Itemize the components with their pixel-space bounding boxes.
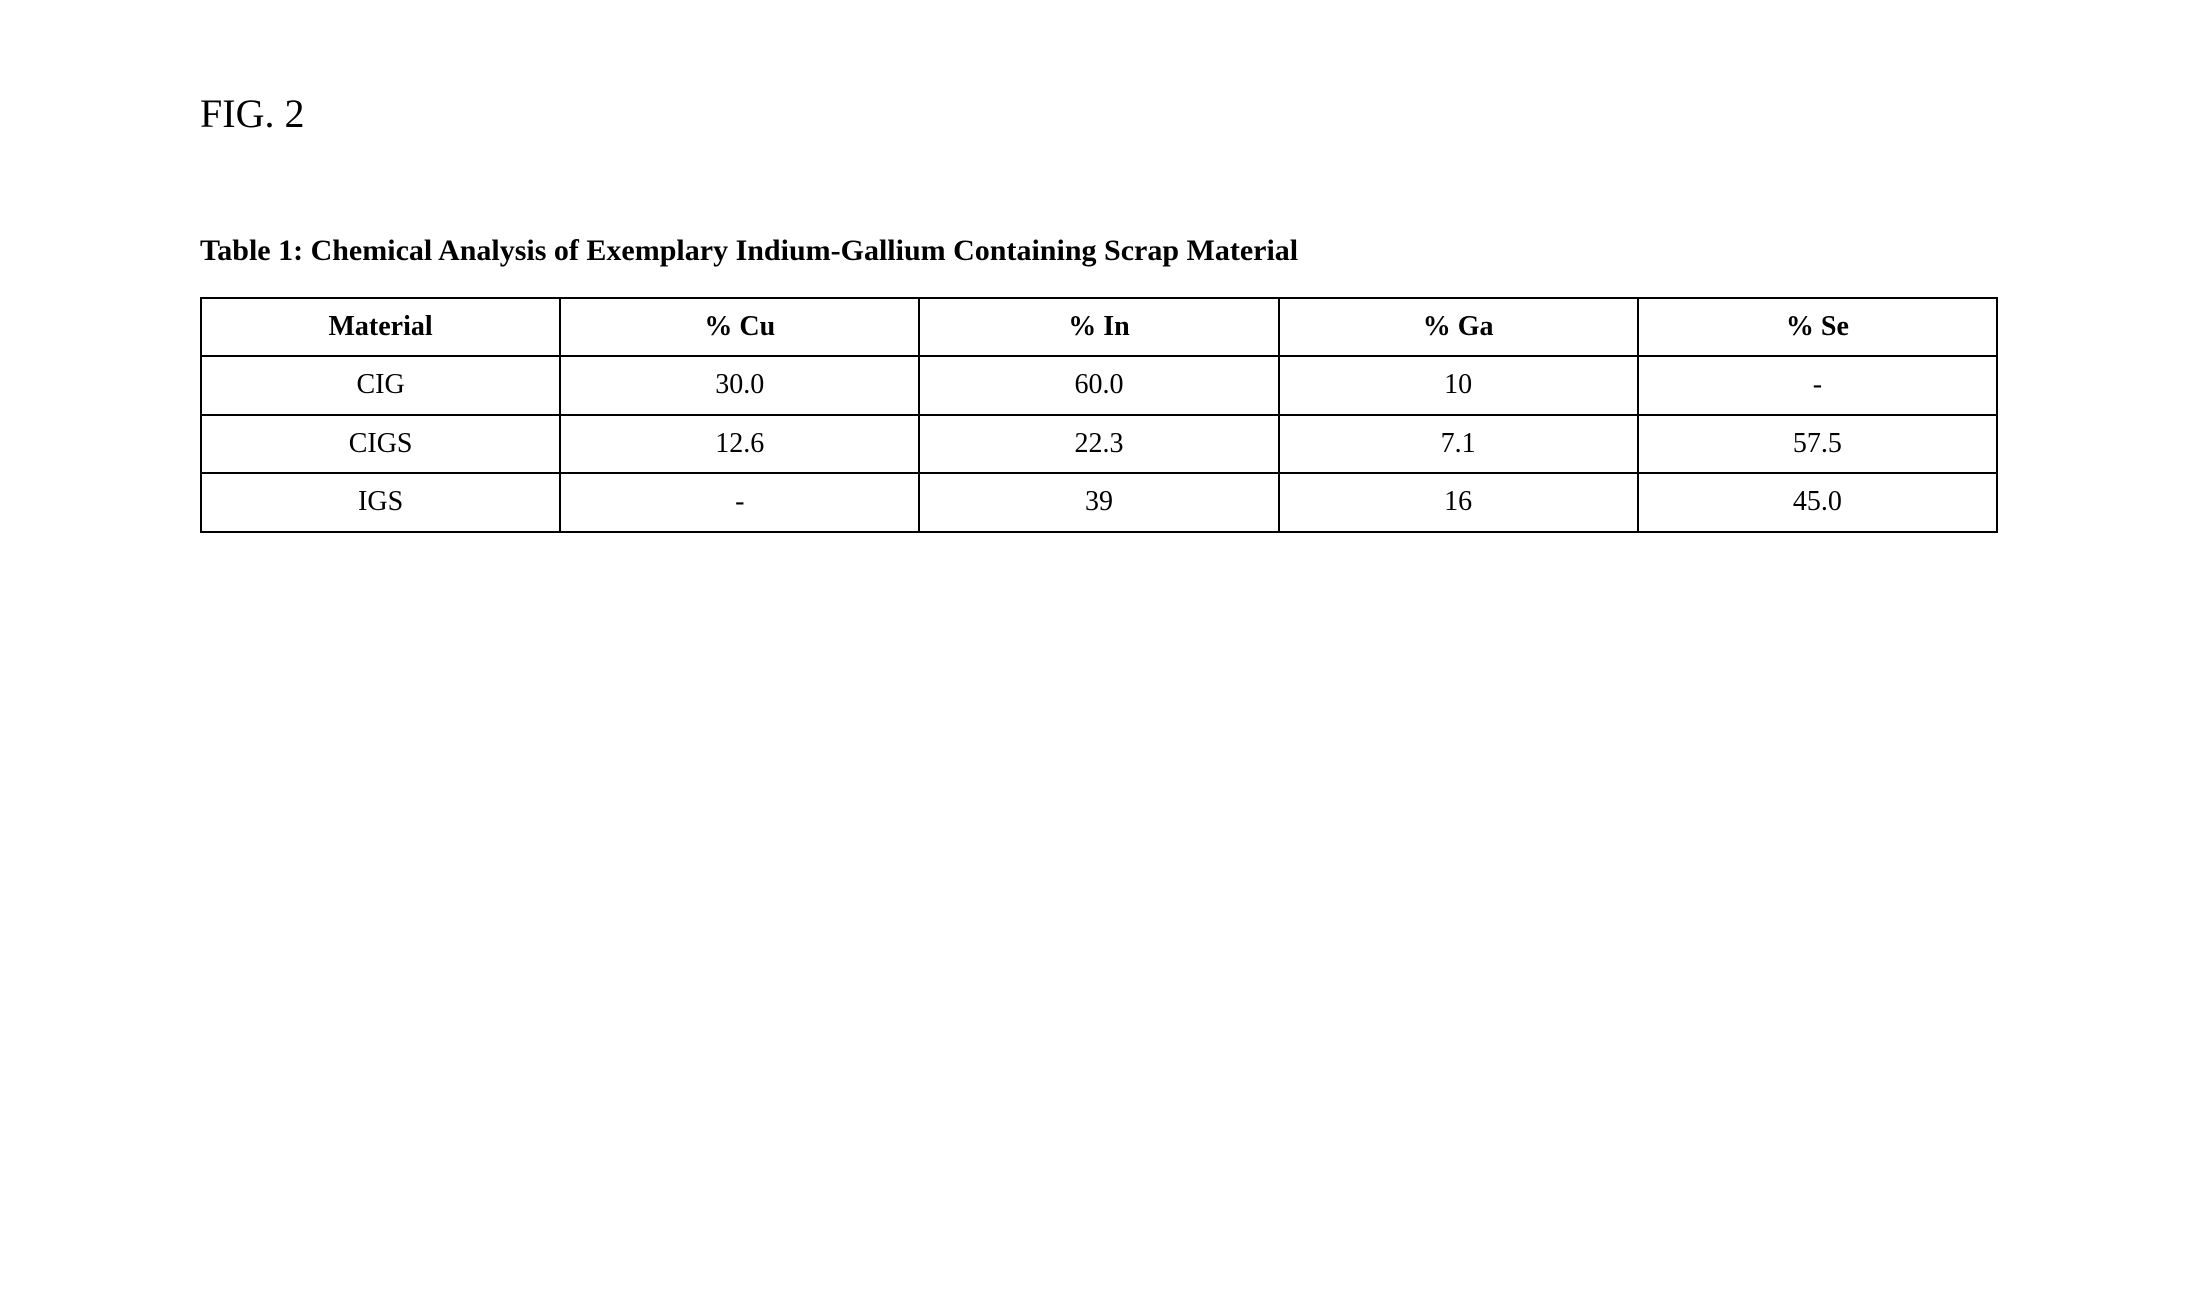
cell-se: 57.5: [1638, 415, 1997, 473]
col-header-in: % In: [919, 298, 1278, 356]
table-row: CIG 30.0 60.0 10 -: [201, 356, 1997, 414]
figure-label: FIG. 2: [200, 90, 1998, 137]
col-header-ga: % Ga: [1279, 298, 1638, 356]
cell-cu: 30.0: [560, 356, 919, 414]
cell-se: 45.0: [1638, 473, 1997, 531]
cell-ga: 16: [1279, 473, 1638, 531]
cell-ga: 10: [1279, 356, 1638, 414]
cell-material: CIG: [201, 356, 560, 414]
cell-material: CIGS: [201, 415, 560, 473]
table-row: CIGS 12.6 22.3 7.1 57.5: [201, 415, 1997, 473]
cell-in: 39: [919, 473, 1278, 531]
table-row: IGS - 39 16 45.0: [201, 473, 1997, 531]
table-caption: Table 1: Chemical Analysis of Exemplary …: [200, 222, 1998, 279]
cell-material: IGS: [201, 473, 560, 531]
col-header-cu: % Cu: [560, 298, 919, 356]
analysis-table: Material % Cu % In % Ga % Se CIG 30.0 60…: [200, 297, 1998, 533]
table-wrapper: Material % Cu % In % Ga % Se CIG 30.0 60…: [200, 297, 1998, 533]
cell-in: 60.0: [919, 356, 1278, 414]
cell-se: -: [1638, 356, 1997, 414]
table-header-row: Material % Cu % In % Ga % Se: [201, 298, 1997, 356]
col-header-se: % Se: [1638, 298, 1997, 356]
cell-cu: 12.6: [560, 415, 919, 473]
cell-in: 22.3: [919, 415, 1278, 473]
cell-ga: 7.1: [1279, 415, 1638, 473]
col-header-material: Material: [201, 298, 560, 356]
cell-cu: -: [560, 473, 919, 531]
